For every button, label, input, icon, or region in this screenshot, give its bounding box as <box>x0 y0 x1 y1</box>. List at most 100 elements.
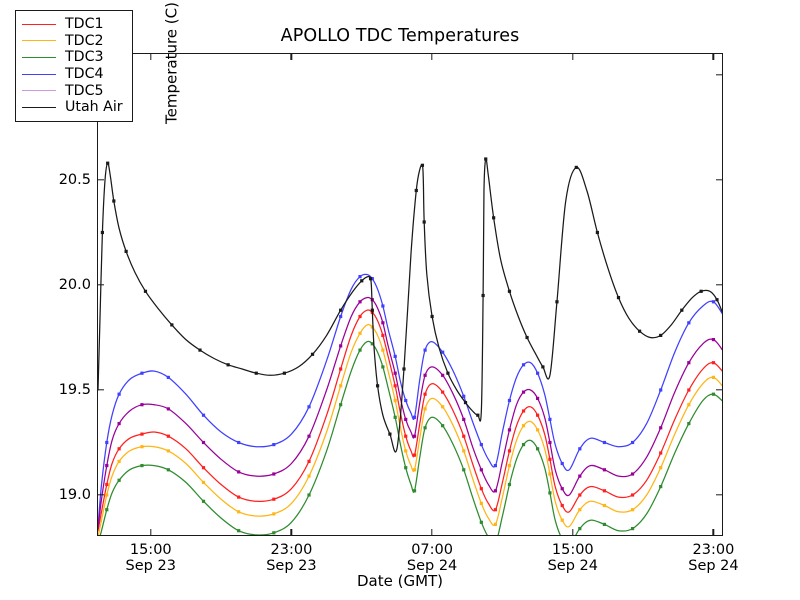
data-marker <box>507 482 512 487</box>
series-tdc2 <box>98 323 722 535</box>
data-marker <box>307 493 311 497</box>
legend-swatch-icon <box>22 23 56 25</box>
data-marker <box>140 403 144 407</box>
data-marker <box>578 493 582 497</box>
x-tick-label: 23:00 Sep 23 <box>266 542 316 575</box>
data-marker <box>479 501 483 505</box>
data-marker <box>358 275 362 279</box>
data-marker <box>602 522 607 526</box>
data-marker <box>699 289 703 293</box>
y-tick-mark <box>98 494 104 496</box>
data-marker <box>493 489 497 493</box>
y-tick-mark <box>98 389 104 391</box>
y-tick-label: 20.0 <box>58 277 91 293</box>
legend-item-tdc5[interactable]: TDC5 <box>22 82 123 99</box>
data-marker <box>393 415 397 419</box>
data-marker <box>536 428 540 432</box>
data-marker <box>105 440 109 445</box>
x-tick-time: 15:00 <box>129 542 172 558</box>
data-marker <box>555 300 559 304</box>
data-marker <box>423 373 427 377</box>
data-marker <box>479 468 483 472</box>
data-marker <box>166 449 170 453</box>
x-tick-label: 15:00 Sep 23 <box>126 542 176 575</box>
data-marker <box>521 363 526 367</box>
data-marker <box>381 321 385 325</box>
data-marker <box>446 371 450 375</box>
data-marker <box>412 453 417 457</box>
data-marker <box>548 491 552 495</box>
data-marker <box>117 447 121 451</box>
data-marker <box>507 398 512 403</box>
y-tick-label: 19.5 <box>58 382 91 398</box>
data-marker <box>339 314 343 319</box>
data-marker <box>105 493 109 497</box>
data-marker <box>560 518 564 522</box>
data-marker <box>124 249 128 253</box>
data-marker <box>711 392 716 396</box>
data-marker <box>381 348 385 352</box>
data-lines-svg <box>98 157 722 535</box>
data-marker <box>166 407 170 411</box>
data-marker <box>339 403 343 407</box>
data-marker <box>441 350 445 354</box>
data-marker <box>602 440 607 445</box>
x-tick-mark <box>431 529 433 535</box>
data-marker <box>484 157 488 161</box>
data-marker <box>521 443 526 447</box>
data-marker <box>602 468 607 472</box>
data-marker <box>630 493 635 497</box>
data-marker <box>560 503 564 508</box>
data-marker <box>507 449 512 453</box>
data-marker <box>525 335 529 340</box>
data-marker <box>536 447 540 451</box>
data-marker <box>441 424 445 428</box>
x-tick-date: Sep 24 <box>406 558 458 575</box>
data-marker <box>630 440 635 445</box>
data-marker <box>307 474 311 478</box>
x-tick-date: Sep 23 <box>125 558 176 575</box>
x-tick-time: 07:00 <box>411 542 453 558</box>
legend-item-utah-air[interactable]: Utah Air <box>22 99 123 116</box>
chart-title: APOLLO TDC Temperatures <box>280 26 520 46</box>
data-marker <box>493 508 497 512</box>
x-tick-mark <box>712 54 715 60</box>
legend-item-tdc2[interactable]: TDC2 <box>22 33 123 50</box>
legend-item-tdc1[interactable]: TDC1 <box>22 16 123 33</box>
y-tick-mark <box>716 494 722 496</box>
legend-item-tdc4[interactable]: TDC4 <box>22 66 123 83</box>
data-marker <box>358 314 362 319</box>
data-marker <box>404 466 408 470</box>
y-tick-mark <box>716 389 722 391</box>
data-marker <box>578 447 582 451</box>
data-marker <box>393 354 397 358</box>
data-marker <box>117 422 121 426</box>
data-marker <box>272 531 276 535</box>
x-tick-time: 15:00 <box>551 542 594 558</box>
data-marker <box>423 426 427 430</box>
data-marker <box>462 434 466 438</box>
data-marker <box>166 468 170 472</box>
legend-label: TDC3 <box>65 49 104 66</box>
data-marker <box>630 527 635 531</box>
data-marker <box>140 371 144 375</box>
data-marker <box>254 371 258 375</box>
data-marker <box>404 417 408 421</box>
data-marker <box>140 432 144 436</box>
data-marker <box>358 348 362 352</box>
data-marker <box>479 443 483 447</box>
data-marker <box>659 451 663 455</box>
legend: TDC1 TDC2 TDC3 TDC4 TDC5 Utah Air <box>15 10 133 122</box>
data-marker <box>370 342 374 346</box>
x-tick-time: 23:00 <box>692 542 735 558</box>
data-marker <box>272 512 276 516</box>
data-marker <box>339 308 343 312</box>
data-marker <box>404 449 408 453</box>
data-marker <box>272 443 276 447</box>
legend-item-tdc3[interactable]: TDC3 <box>22 49 123 66</box>
data-marker <box>412 434 417 438</box>
data-marker <box>680 308 684 312</box>
data-marker <box>412 468 417 472</box>
data-marker <box>237 510 241 514</box>
